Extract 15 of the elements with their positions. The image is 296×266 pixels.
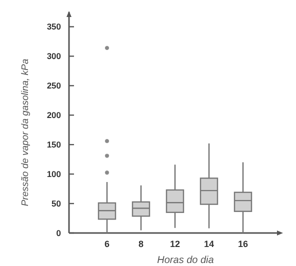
- x-axis-title: Horas do dia: [157, 255, 214, 266]
- y-tick-label: 150: [46, 140, 62, 150]
- y-axis-title: Pressão de vapor da gasolina, kPa: [20, 58, 31, 206]
- y-tick-label: 100: [46, 169, 62, 180]
- y-tick-label: 300: [46, 51, 62, 62]
- y-tick-label: 50: [52, 198, 62, 209]
- x-tick-label: 6: [104, 239, 110, 249]
- y-tick-label: 0: [56, 228, 62, 238]
- y-tick-label: 250: [46, 80, 62, 91]
- x-tick-label: 14: [204, 239, 214, 249]
- y-tick-label: 350: [46, 22, 62, 32]
- x-tick-label: 12: [170, 239, 180, 249]
- y-tick-label: 200: [46, 110, 62, 120]
- x-tick-label: 8: [138, 239, 144, 249]
- x-tick-label: 16: [238, 239, 248, 249]
